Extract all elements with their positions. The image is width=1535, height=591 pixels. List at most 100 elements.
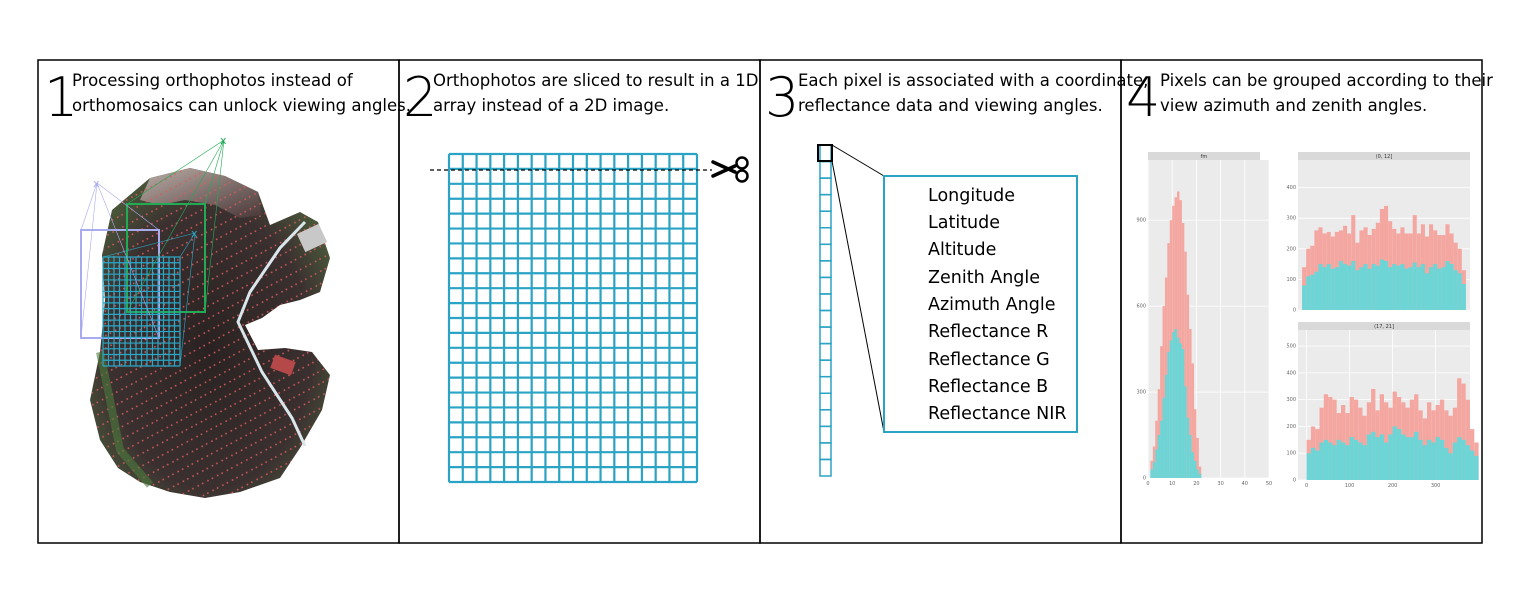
panel-3-caption-line-1: Each pixel is associated with a coordina… xyxy=(798,71,1148,90)
x-tick-label: 50 xyxy=(1266,481,1272,487)
histogram-bar xyxy=(1465,445,1470,480)
x-tick-label: 300 xyxy=(1431,483,1441,489)
histogram-bar xyxy=(1315,450,1320,480)
histogram-bar xyxy=(1384,442,1389,480)
histogram-bar xyxy=(1424,273,1430,310)
field-building xyxy=(296,223,328,253)
histogram-bar xyxy=(1347,265,1352,310)
x-tick-label: 200 xyxy=(1388,483,1398,489)
histogram-bar xyxy=(1319,442,1324,480)
view-rays-camera-3 xyxy=(102,232,196,367)
facet-strip xyxy=(1298,152,1470,160)
histogram-bar xyxy=(1418,439,1423,480)
histogram-bar xyxy=(1351,261,1356,310)
y-tick-label: 400 xyxy=(1286,370,1296,376)
histogram-bar xyxy=(1384,402,1389,480)
pixel-cell xyxy=(819,243,832,262)
view-rays-camera-2 xyxy=(126,139,225,313)
panel-2-caption-line-2: array instead of a 2D image. xyxy=(433,96,669,115)
histogram-bar xyxy=(1453,270,1458,310)
histogram-bar xyxy=(1310,447,1316,480)
histogram-bar xyxy=(1326,264,1331,310)
panel-4-header: 4 Pixels can be grouped according to the… xyxy=(1126,66,1493,129)
histogram-bar xyxy=(1422,445,1427,480)
y-tick-label: 100 xyxy=(1286,277,1296,283)
attribute-item: Reflectance R xyxy=(928,322,1048,342)
histogram-bar xyxy=(1366,434,1372,480)
histogram-bar xyxy=(1409,437,1415,480)
histogram-bar xyxy=(1353,399,1359,480)
pixel-cell xyxy=(819,227,832,246)
histogram-bar xyxy=(1318,264,1323,310)
histogram-bar xyxy=(1179,343,1182,478)
panel-4-number: 4 xyxy=(1126,66,1160,129)
y-tick-label: 0 xyxy=(1293,308,1296,314)
histogram-bar xyxy=(1441,267,1446,310)
x-tick-label: 40 xyxy=(1242,481,1248,487)
histogram-bar xyxy=(1343,264,1348,310)
histogram-bar xyxy=(1388,267,1393,310)
pixel-cell xyxy=(819,409,832,428)
x-tick-label: 0 xyxy=(1305,483,1308,489)
y-tick-label: 200 xyxy=(1286,246,1296,252)
histogram-bar xyxy=(1392,264,1397,310)
histogram-bar xyxy=(1437,268,1442,310)
camera-footprint-3-grid xyxy=(102,256,181,367)
pixel-cell xyxy=(819,293,832,312)
attribute-item: Longitude xyxy=(928,186,1015,206)
histogram-bar xyxy=(1160,420,1163,478)
histogram-bar xyxy=(1363,264,1368,310)
histogram-bar xyxy=(1388,434,1393,480)
histogram-bar xyxy=(1162,397,1165,478)
field-edge-vegetation xyxy=(96,351,154,488)
slicing-illustration xyxy=(430,152,749,484)
callout-line-top xyxy=(831,144,885,177)
histogram-bar xyxy=(1375,437,1380,480)
histogram-bar xyxy=(1174,329,1178,478)
histogram-bar xyxy=(1150,469,1153,478)
histogram-2: (0, 12] 0 100 200 300 400 xyxy=(1286,152,1470,314)
x-tick-label: 20 xyxy=(1193,481,1199,487)
histogram-bar xyxy=(1457,378,1462,480)
facet-title: fm xyxy=(1201,154,1208,160)
panel-4-caption-line-1: Pixels can be grouped according to their xyxy=(1160,71,1493,90)
histogram-bar xyxy=(1404,268,1409,310)
histogram-bar xyxy=(1388,221,1393,310)
histogram-bar xyxy=(1189,329,1192,478)
x-tick-label: 0 xyxy=(1146,481,1149,487)
histogram-bar xyxy=(1420,264,1425,310)
y-tick-label: 400 xyxy=(1286,185,1296,191)
histogram-bar xyxy=(1445,261,1450,310)
histogram-bar xyxy=(1314,230,1319,310)
histogram-bar xyxy=(1189,435,1192,478)
histogram-bar xyxy=(1371,431,1376,480)
panel-3-number: 3 xyxy=(765,66,799,129)
histogram-bar xyxy=(1427,439,1432,480)
histogram-bar xyxy=(1444,410,1449,480)
histogram-bar xyxy=(1444,447,1449,480)
x-tick-label: 10 xyxy=(1169,481,1175,487)
pixel-cell xyxy=(819,342,832,361)
attribute-item: Azimuth Angle xyxy=(928,295,1055,315)
y-tick-label: 200 xyxy=(1286,424,1296,430)
attribute-box xyxy=(883,175,1078,433)
panel-4-frame xyxy=(1120,59,1483,544)
histogram-bar xyxy=(1179,200,1182,479)
histogram-bar xyxy=(1191,452,1194,478)
pixel-cell xyxy=(819,276,832,295)
histogram-bar xyxy=(1405,437,1410,480)
histogram-bar xyxy=(1184,251,1187,478)
histogram-bar xyxy=(1396,429,1402,480)
histogram-bar xyxy=(1177,337,1180,478)
histogram-bar xyxy=(1162,306,1165,478)
histogram-bar xyxy=(1306,276,1311,310)
histogram-bar xyxy=(1359,267,1364,310)
pixel-cell xyxy=(819,177,832,196)
histogram-bar xyxy=(1358,442,1363,480)
histogram-bar xyxy=(1193,409,1197,478)
histogram-bar xyxy=(1160,346,1163,478)
histogram-bar xyxy=(1169,340,1173,478)
histogram-bar xyxy=(1177,191,1180,478)
histogram-bar xyxy=(1323,394,1329,480)
histogram-bar xyxy=(1379,259,1384,310)
